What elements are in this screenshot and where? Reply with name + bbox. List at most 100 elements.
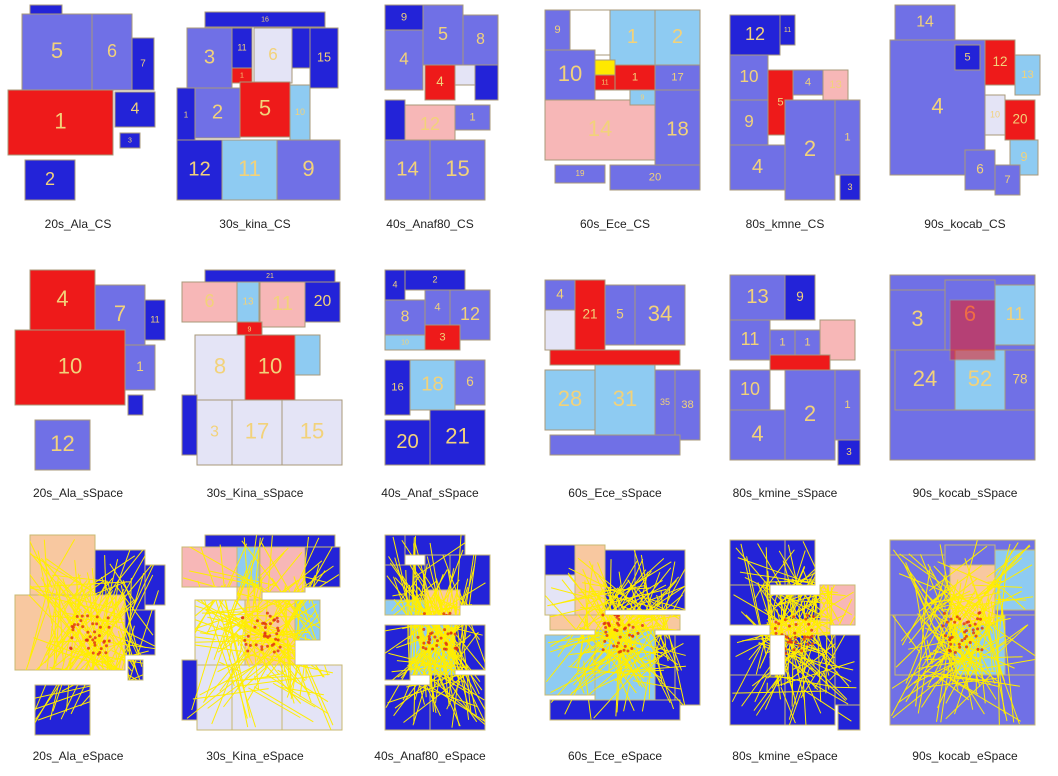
room-label: 10 [295,107,305,117]
room-label: 3 [847,182,852,192]
integration-dot [794,641,797,644]
room-label: 16 [261,16,269,23]
integration-dot [774,621,777,624]
integration-dot [810,629,813,632]
integration-dot [443,647,446,650]
integration-dot [69,647,72,650]
plan-caption: 40s_Anaf_sSpace [381,486,479,500]
room-label: 11 [272,293,293,315]
room [950,300,995,360]
room-label: 12 [188,158,211,180]
integration-dot [276,620,279,623]
integration-dot [416,636,419,639]
integration-dot [949,636,952,639]
integration-dot [100,647,103,650]
room-label: 4 [931,93,943,118]
integration-dot [93,641,96,644]
room-label: 8 [401,309,410,326]
integration-dot [603,640,606,643]
integration-dot [604,631,607,634]
integration-dot [276,617,279,620]
plan-caption: 40s_Anaf80_eSpace [374,749,486,763]
room-label: 10 [558,61,582,86]
room-label: 13 [243,297,254,308]
integration-dot [272,643,275,646]
room-label: 10 [990,109,1000,119]
visibility-line [119,673,129,729]
room-label: 18 [421,373,444,395]
plan-caption: 20s_Ala_sSpace [33,486,123,500]
integration-dot [86,631,89,634]
room-label: 10 [258,353,282,378]
integration-dot [249,644,252,647]
room-label: 1 [184,111,189,120]
room-label: 11 [237,42,246,52]
room-label: 14 [588,116,612,141]
integration-dot [641,624,644,627]
integration-dot [795,623,798,626]
room-label: 4 [56,286,68,311]
room-label: 4 [752,156,763,178]
integration-dot [949,650,952,653]
room-label: 31 [613,386,637,411]
integration-dot [806,636,809,639]
integration-dot [963,631,966,634]
integration-dot [975,635,978,638]
integration-dot [617,618,620,621]
integration-dot [806,642,809,645]
integration-dot [978,611,981,614]
integration-dot [786,636,789,639]
integration-dot [435,644,438,647]
integration-dot [453,619,456,622]
room-label: 14 [916,14,934,31]
integration-dot [449,632,452,635]
integration-dot [422,646,425,649]
integration-dot [617,624,620,627]
integration-dot [972,631,975,634]
integration-dot [81,615,84,618]
integration-dot [424,647,427,650]
integration-dot [632,626,635,629]
integration-dot [784,618,787,621]
integration-dot [446,632,449,635]
floor-plan: 42153428313538 [545,280,700,455]
room-label: 4 [131,101,140,118]
integration-dot [798,644,801,647]
room-label: 34 [648,301,672,326]
room-label: 6 [204,291,214,311]
plan-caption: 90s_kocab_sSpace [913,486,1018,500]
integration-dot [422,620,425,623]
integration-dot [436,639,439,642]
integration-dot [782,648,785,651]
visibility-line [110,671,127,677]
room-label: 3 [204,46,215,68]
room-label: 4 [751,421,763,446]
integration-dot [967,620,970,623]
integration-dot [793,632,796,635]
room-label: 12 [50,431,74,456]
room-label: 78 [1012,372,1027,387]
integration-dot [264,623,267,626]
room-label: 21 [445,423,469,448]
room [455,65,475,85]
integration-dot [958,617,961,620]
plan-caption: 80s_kmine_eSpace [732,749,838,763]
floor-plan: 1631161511251012119 [177,12,340,200]
integration-dot [800,649,803,652]
integration-dot [70,636,73,639]
integration-dot [804,618,807,621]
room-label: 5 [438,24,448,44]
plan-caption: 60s_Ece_CS [580,217,650,231]
room-label: 11 [784,27,791,34]
room-label: 15 [300,418,324,443]
room-label: 24 [913,366,937,391]
integration-dot [958,643,961,646]
room-label: 4 [434,301,440,313]
integration-dot [612,645,615,648]
room-label: 20 [314,293,332,310]
integration-dot [433,636,436,639]
integration-dot [605,634,608,637]
plan-caption: 30s_Kina_sSpace [207,486,304,500]
integration-dot [626,650,629,653]
room-label: 3 [846,447,852,458]
